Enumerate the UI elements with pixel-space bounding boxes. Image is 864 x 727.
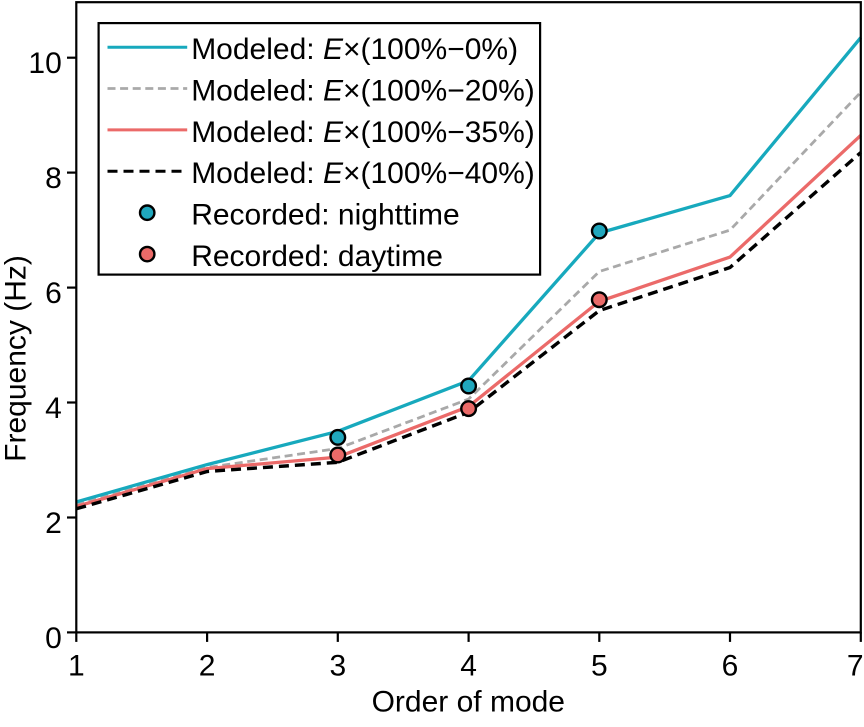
svg-text:7: 7: [847, 649, 864, 682]
svg-text:Modeled: E×(100%−20%): Modeled: E×(100%−20%): [191, 74, 535, 107]
svg-text:10: 10: [28, 47, 61, 80]
svg-text:Modeled: E×(100%−0%): Modeled: E×(100%−0%): [191, 33, 518, 66]
svg-text:Modeled: E×(100%−35%): Modeled: E×(100%−35%): [191, 116, 535, 149]
svg-text:Recorded: nighttime: Recorded: nighttime: [191, 199, 459, 232]
svg-text:Recorded: daytime: Recorded: daytime: [191, 240, 443, 273]
svg-text:2: 2: [45, 507, 62, 540]
svg-text:4: 4: [460, 649, 477, 682]
svg-text:1: 1: [68, 649, 85, 682]
svg-text:5: 5: [591, 649, 608, 682]
svg-text:3: 3: [329, 649, 346, 682]
svg-text:0: 0: [45, 622, 62, 655]
svg-text:6: 6: [722, 649, 739, 682]
svg-text:8: 8: [45, 162, 62, 195]
svg-text:4: 4: [45, 392, 62, 425]
svg-text:2: 2: [199, 649, 216, 682]
svg-text:Frequency (Hz): Frequency (Hz): [0, 255, 33, 462]
svg-text:6: 6: [45, 277, 62, 310]
svg-text:Modeled: E×(100%−40%): Modeled: E×(100%−40%): [191, 157, 535, 190]
svg-text:Order of mode: Order of mode: [372, 685, 565, 718]
